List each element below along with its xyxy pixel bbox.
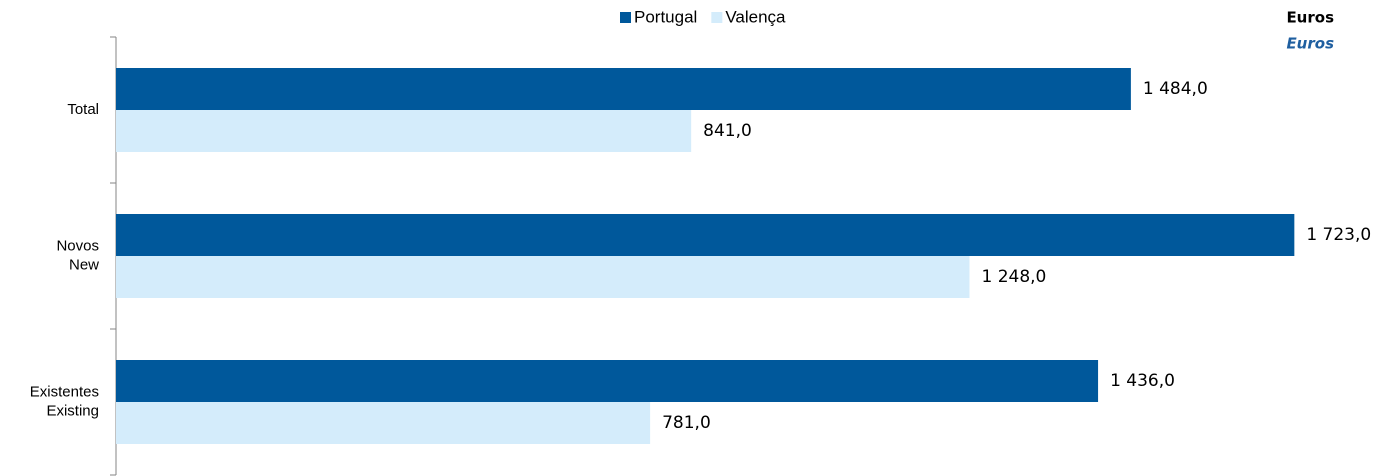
value-label: 1 484,0 <box>1143 79 1208 99</box>
category-label: New <box>69 256 99 273</box>
legend-swatch <box>711 12 723 23</box>
category-label: Existing <box>46 402 99 419</box>
category-label: Novos <box>56 237 99 254</box>
bar <box>116 68 1131 110</box>
value-label: 841,0 <box>703 121 752 141</box>
value-label: 1 248,0 <box>981 267 1046 287</box>
category-label: Existentes <box>30 383 99 400</box>
legend-swatch <box>620 12 631 23</box>
value-label: 781,0 <box>662 413 711 433</box>
bar <box>116 360 1099 402</box>
legend-label: Valença <box>725 7 786 26</box>
value-label: 1 723,0 <box>1306 225 1371 245</box>
bar <box>116 402 651 444</box>
bar <box>116 214 1295 256</box>
units: Euros <box>1286 9 1334 27</box>
value-label: 1 436,0 <box>1110 371 1175 391</box>
units-en: Euros <box>1286 35 1334 53</box>
bar <box>116 256 970 298</box>
legend-label: Portugal <box>634 7 697 26</box>
bar <box>116 110 692 152</box>
category-label: Total <box>67 101 99 118</box>
